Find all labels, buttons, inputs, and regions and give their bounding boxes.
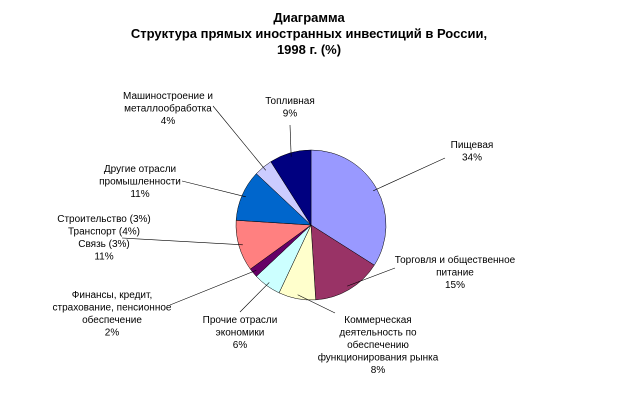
slice-label: Транспорт (4%) — [68, 227, 140, 238]
slice-label: 34% — [462, 153, 482, 164]
leader-line — [169, 269, 257, 306]
chart-title-line-2: Структура прямых иностранных инвестиций … — [130, 26, 488, 41]
slice-label: металлообработка — [124, 103, 212, 115]
leader-line — [212, 105, 266, 171]
pie-slice — [270, 149, 312, 226]
leader-line — [239, 282, 270, 313]
slice-label: 15% — [445, 280, 465, 291]
slice-label: функционирования рынка — [318, 352, 439, 364]
slice-label: 8% — [371, 365, 386, 376]
slice-label: Финансы, кредит, — [72, 290, 153, 301]
slice-label: Пищевая — [451, 140, 494, 151]
slice-label: обеспечению — [347, 339, 409, 351]
slice-label: деятельность по — [339, 328, 417, 339]
slice-label: питание — [436, 268, 474, 279]
slice-label: 11% — [94, 252, 113, 263]
leader-line — [297, 294, 336, 314]
slice-label: страхование, пенсионное — [53, 303, 172, 314]
slice-label: Строительство (3%) — [57, 214, 151, 225]
leader-line — [289, 124, 292, 157]
slice-label: обеспечение — [82, 314, 142, 326]
leader-line — [373, 157, 446, 192]
leader-line — [181, 180, 246, 198]
slice-label: Связь (3%) — [78, 239, 130, 250]
pie-slice — [310, 224, 375, 301]
leader-line — [121, 237, 243, 246]
slice-label: промышленности — [99, 177, 181, 188]
slice-label: Торговля и общественное — [395, 254, 516, 266]
chart-title-line-3: 1998 г. (%) — [276, 42, 342, 57]
chart-title-line-1: Диаграмма — [273, 10, 345, 25]
slice-label: 6% — [233, 340, 248, 351]
slice-label: 2% — [105, 328, 120, 339]
slice-label: Топливная — [265, 96, 315, 107]
slice-label: экономики — [216, 328, 265, 339]
slice-label: 4% — [161, 116, 176, 127]
slice-label: Машиностроение и — [123, 91, 213, 102]
slice-label: Коммерческая — [344, 315, 411, 326]
slice-label: Прочие отрасли — [203, 315, 278, 326]
slice-label: 11% — [130, 189, 149, 200]
slice-label: Другие отрасли — [104, 164, 176, 175]
slice-label: 9% — [283, 109, 298, 120]
leader-line — [347, 267, 396, 287]
